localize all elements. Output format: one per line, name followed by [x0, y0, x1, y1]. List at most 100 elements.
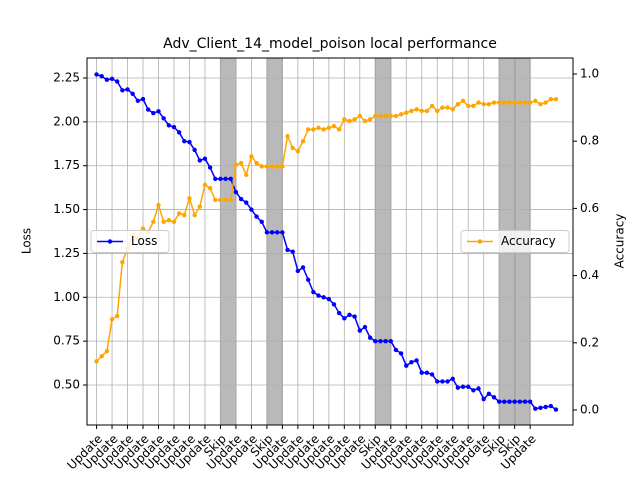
- point: [543, 404, 548, 410]
- point: [254, 160, 259, 166]
- legend-box: [90, 230, 170, 253]
- point: [120, 259, 125, 265]
- point: [419, 108, 424, 114]
- point: [398, 351, 404, 356]
- point: [94, 72, 99, 77]
- point: [244, 200, 249, 205]
- point: [512, 399, 517, 404]
- y2-tick-label: 0.4: [580, 268, 599, 282]
- point: [166, 217, 172, 223]
- y-tick-label: 1.25: [53, 246, 80, 260]
- point: [275, 230, 280, 235]
- point: [192, 147, 197, 153]
- point: [450, 376, 455, 382]
- point: [285, 133, 290, 139]
- point: [429, 103, 435, 109]
- point: [140, 96, 146, 102]
- point: [171, 124, 177, 130]
- point: [305, 277, 311, 282]
- point: [414, 107, 419, 112]
- point: [429, 372, 435, 377]
- point: [445, 379, 450, 384]
- point: [533, 406, 538, 411]
- point: [187, 139, 192, 145]
- point: [362, 118, 368, 124]
- point: [202, 156, 208, 161]
- point: [244, 172, 249, 178]
- point: [187, 196, 192, 201]
- point: [502, 399, 507, 404]
- point: [517, 100, 523, 105]
- point: [218, 197, 223, 203]
- point: [517, 399, 523, 404]
- point: [352, 117, 357, 122]
- plot-frame: [86, 57, 574, 426]
- point: [316, 125, 321, 130]
- point: [305, 127, 311, 132]
- point: [182, 138, 187, 144]
- point: [156, 202, 161, 208]
- point: [502, 100, 507, 105]
- point: [527, 399, 533, 404]
- point: [486, 391, 492, 396]
- point: [104, 77, 110, 82]
- skip-span: [219, 57, 237, 426]
- point: [538, 405, 543, 411]
- point: [114, 313, 120, 319]
- point: [507, 100, 512, 105]
- point: [522, 100, 528, 105]
- point: [419, 370, 424, 375]
- legend-marker: [107, 239, 113, 244]
- point: [213, 176, 218, 182]
- point: [553, 96, 559, 102]
- point: [120, 88, 125, 93]
- y-tick-label: 1.75: [53, 158, 80, 172]
- point: [378, 338, 383, 344]
- point: [435, 108, 440, 114]
- point: [114, 79, 120, 84]
- y-tick-label: 0.75: [53, 334, 80, 348]
- point: [336, 310, 342, 316]
- point: [259, 164, 264, 169]
- point: [496, 399, 502, 404]
- point: [409, 108, 414, 114]
- point: [300, 265, 306, 270]
- point: [104, 349, 110, 354]
- y-tick-label: 2.25: [53, 70, 80, 84]
- point: [440, 105, 445, 110]
- point: [404, 363, 409, 368]
- point: [424, 370, 430, 375]
- point: [202, 182, 208, 188]
- point: [223, 176, 228, 182]
- point: [388, 338, 393, 344]
- point: [109, 317, 115, 322]
- y2-tick-label: 0.8: [580, 134, 599, 148]
- point: [151, 219, 156, 225]
- point: [342, 316, 347, 321]
- point: [156, 109, 161, 114]
- point: [161, 116, 166, 121]
- point: [476, 100, 481, 105]
- point: [471, 103, 476, 109]
- point: [197, 158, 202, 163]
- point: [388, 113, 393, 119]
- point: [455, 102, 461, 107]
- point: [316, 293, 321, 298]
- y-tick-label: 1.50: [53, 202, 80, 216]
- point: [125, 87, 130, 92]
- point: [140, 226, 146, 231]
- point: [176, 211, 182, 216]
- point: [166, 123, 172, 128]
- point: [378, 113, 383, 119]
- point: [94, 359, 99, 364]
- point: [347, 118, 352, 124]
- chart-title: Adv_Client_14_model_poison local perform…: [163, 36, 497, 52]
- point: [543, 100, 548, 105]
- point: [269, 230, 275, 235]
- point: [336, 127, 342, 132]
- point: [249, 207, 254, 212]
- point: [321, 127, 326, 132]
- point: [311, 127, 316, 132]
- point: [486, 102, 492, 107]
